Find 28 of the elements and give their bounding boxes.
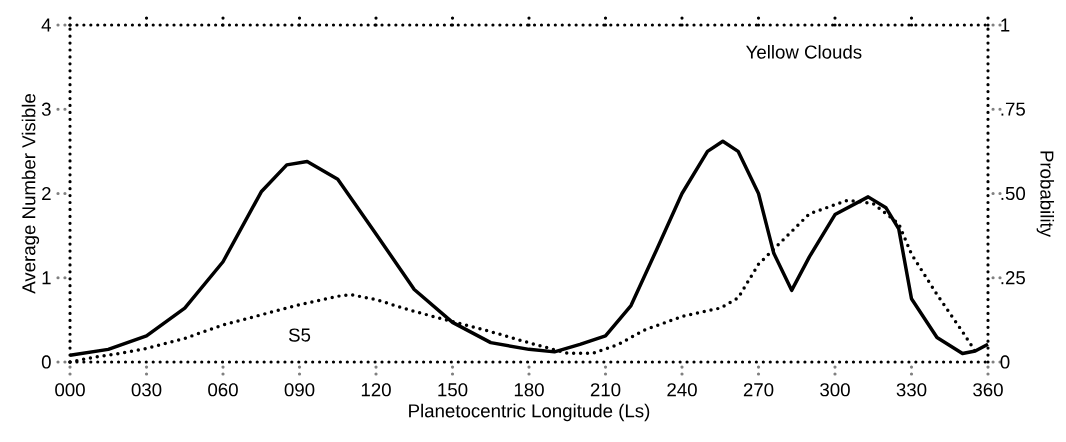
- y-tick-label: 2: [42, 186, 51, 201]
- y2-tick-label: 1: [1001, 18, 1010, 32]
- x-tick-label: 030: [131, 383, 162, 397]
- y-tick-label: 4: [41, 18, 51, 32]
- x-tick-label: 090: [284, 383, 315, 397]
- x-tick-label: 360: [973, 383, 1003, 397]
- y-tick-label: 0: [41, 355, 51, 369]
- x-tick-label: 300: [820, 383, 850, 397]
- y-axis-title: Average Number Visible: [21, 94, 40, 294]
- y2-axis-title: Probability: [1036, 151, 1055, 238]
- x-tick-label: 180: [514, 383, 544, 397]
- x-tick-label: 330: [896, 383, 927, 397]
- y2-tick-label: 0: [1000, 355, 1010, 369]
- y2-tick-label: .25: [1001, 271, 1025, 285]
- x-tick-label: 150: [438, 383, 468, 397]
- x-tick-label: 240: [667, 383, 697, 397]
- x-tick-label: 270: [743, 383, 774, 397]
- y2-tick-label: .75: [1001, 102, 1025, 116]
- y-tick-label: 3: [41, 102, 51, 116]
- text: Yellow Clouds: [746, 44, 862, 59]
- y2-tick-label: .50: [1001, 186, 1026, 201]
- x-tick-label: 120: [361, 383, 391, 397]
- y-tick-label: 1: [42, 271, 51, 285]
- annotation: S5: [288, 328, 311, 342]
- x-axis-title: Planetocentric Longitude (Ls): [409, 403, 650, 422]
- x-tick-label: 060: [208, 383, 238, 397]
- x-tick-label: 000: [55, 383, 85, 397]
- x-tick-label: 210: [590, 383, 621, 397]
